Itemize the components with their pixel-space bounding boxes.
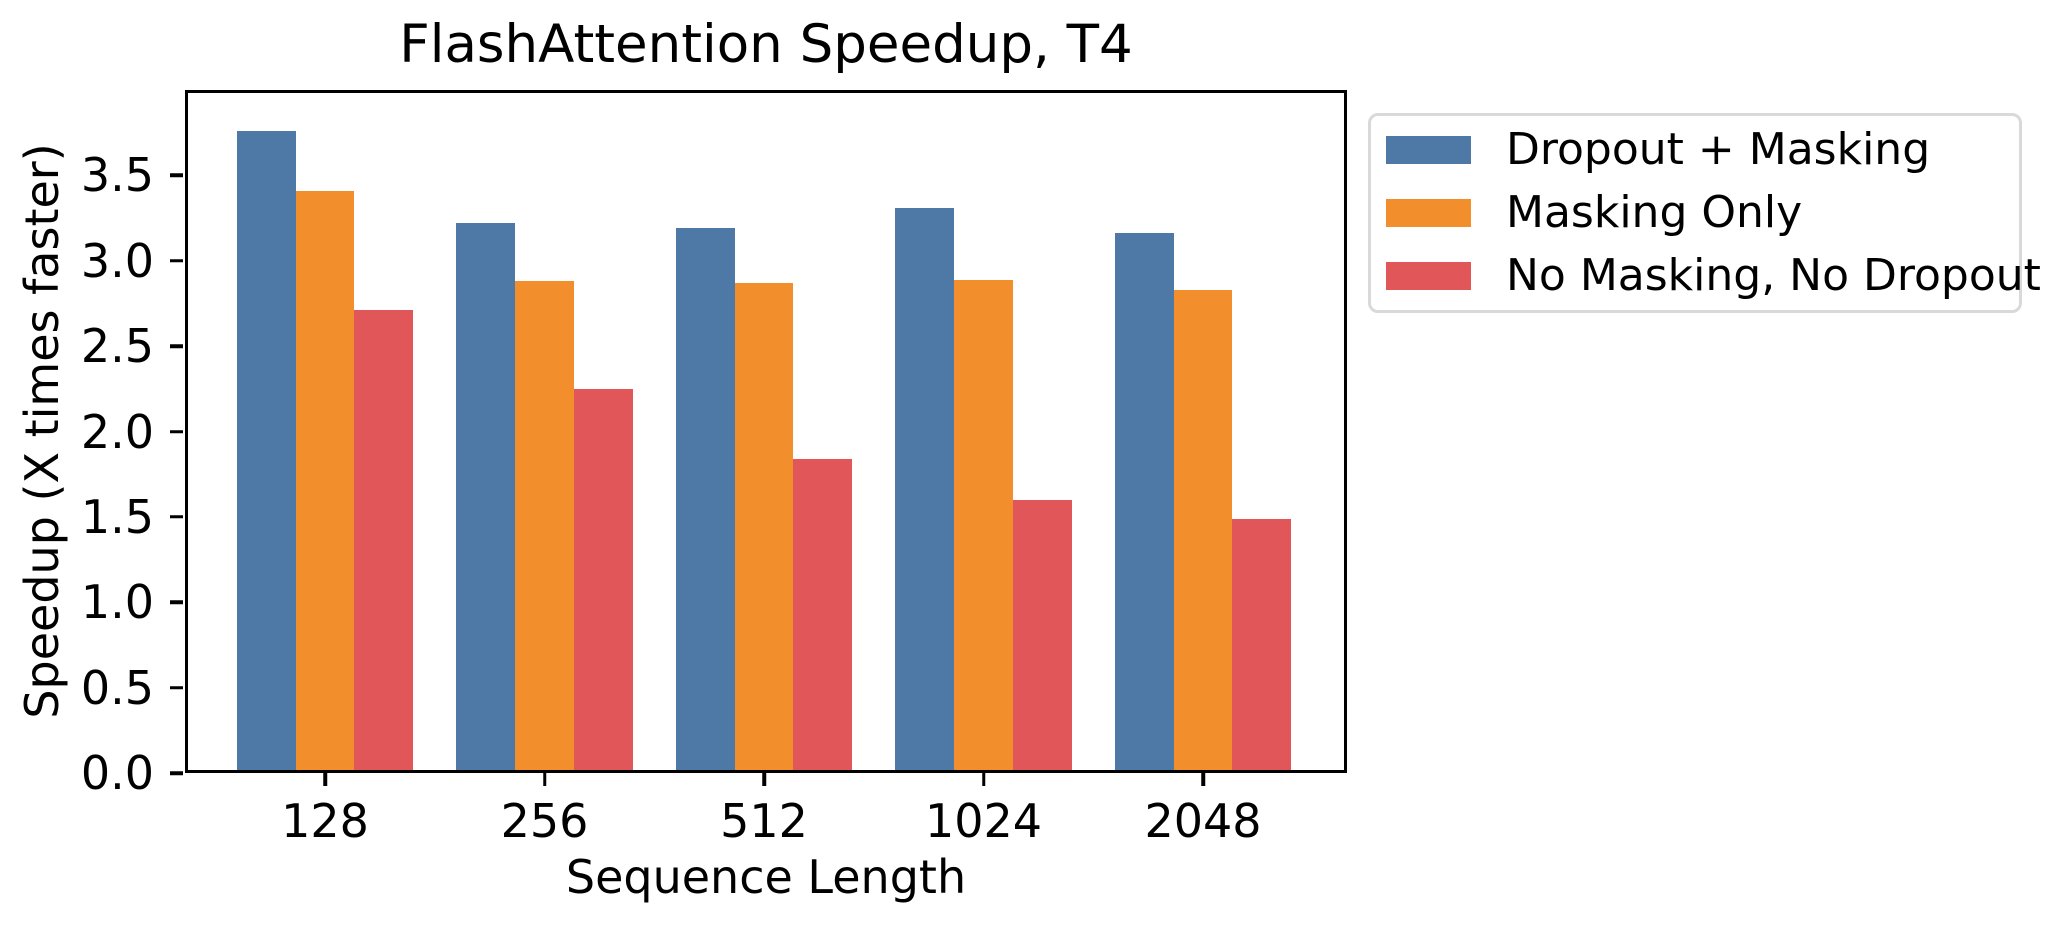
y-tick-1.0 [170, 600, 183, 604]
x-tick-256 [542, 773, 547, 786]
x-tick-label-1024: 1024 [924, 794, 1043, 848]
x-tick-label-256: 256 [500, 794, 589, 848]
legend-label-no-masking-no-dropout: No Masking, No Dropout [1506, 250, 2041, 301]
bar-512-no-masking-no-dropout [793, 458, 853, 773]
bar-256-dropout-masking [456, 223, 516, 773]
bar-256-no-masking-no-dropout [573, 388, 633, 773]
y-tick-2.5 [170, 344, 183, 348]
bar-2048-dropout-masking [1114, 233, 1174, 773]
y-tick-label-0.5: 0.5 [80, 660, 154, 715]
y-tick-0.0 [170, 771, 183, 775]
y-tick-3.0 [170, 259, 183, 263]
y-tick-label-3.0: 3.0 [80, 233, 154, 288]
bar-128-masking-only [295, 190, 355, 773]
y-tick-label-1.0: 1.0 [80, 575, 154, 630]
y-tick-label-0.0: 0.0 [80, 746, 154, 800]
legend: Dropout + Masking Masking Only No Masking,… [1368, 113, 2041, 313]
bar-256-masking-only [515, 281, 574, 773]
y-tick-0.5 [170, 685, 183, 690]
y-tick-label-2.5: 2.5 [80, 319, 154, 374]
x-tick-2048 [1201, 773, 1205, 786]
legend-label-masking-only: Masking Only [1506, 187, 1803, 238]
legend-swatch-no-masking-no-dropout [1386, 262, 1471, 290]
y-tick-2.0 [170, 429, 183, 434]
y-tick-label-2.0: 2.0 [80, 404, 154, 459]
legend-row-no-masking-no-dropout: No Masking, No Dropout [1386, 245, 2041, 308]
x-tick-label-128: 128 [281, 794, 369, 848]
legend-row-dropout-masking: Dropout + Masking [1386, 119, 2019, 182]
bar-1024-no-masking-no-dropout [1012, 499, 1072, 773]
legend-row-masking-only: Masking Only [1386, 182, 2019, 245]
bar-512-dropout-masking [675, 228, 735, 773]
bar-512-masking-only [734, 282, 794, 773]
y-tick-1.5 [170, 515, 183, 519]
y-tick-3.5 [170, 173, 183, 178]
y-axis-label: Speedup (X times faster) [15, 143, 69, 719]
x-tick-label-2048: 2048 [1144, 794, 1262, 848]
bar-128-no-masking-no-dropout [354, 310, 414, 773]
bar-1024-masking-only [954, 279, 1013, 773]
bar-2048-no-masking-no-dropout [1232, 518, 1292, 773]
x-tick-128 [323, 773, 327, 786]
bar-1024-dropout-masking [895, 207, 955, 773]
legend-label-dropout-masking: Dropout + Masking [1506, 124, 1931, 175]
chart-title: FlashAttention Speedup, T4 [399, 14, 1133, 75]
plot-area: 0.0 0.5 1.0 1.5 2.0 2.5 3.0 3.5 128 256 512 1024 204… [81, 90, 1347, 844]
y-tick-label-3.5: 3.5 [80, 148, 154, 203]
y-tick-label-1.5: 1.5 [80, 489, 154, 544]
bar-128-dropout-masking [236, 130, 296, 773]
bar-2048-masking-only [1173, 289, 1233, 773]
x-tick-1024 [981, 773, 986, 786]
x-axis-label: Sequence Length [565, 850, 967, 904]
x-tick-512 [762, 773, 766, 786]
x-tick-label-512: 512 [720, 794, 808, 848]
legend-swatch-masking-only [1386, 199, 1471, 227]
legend-swatch-dropout-masking [1386, 136, 1471, 164]
